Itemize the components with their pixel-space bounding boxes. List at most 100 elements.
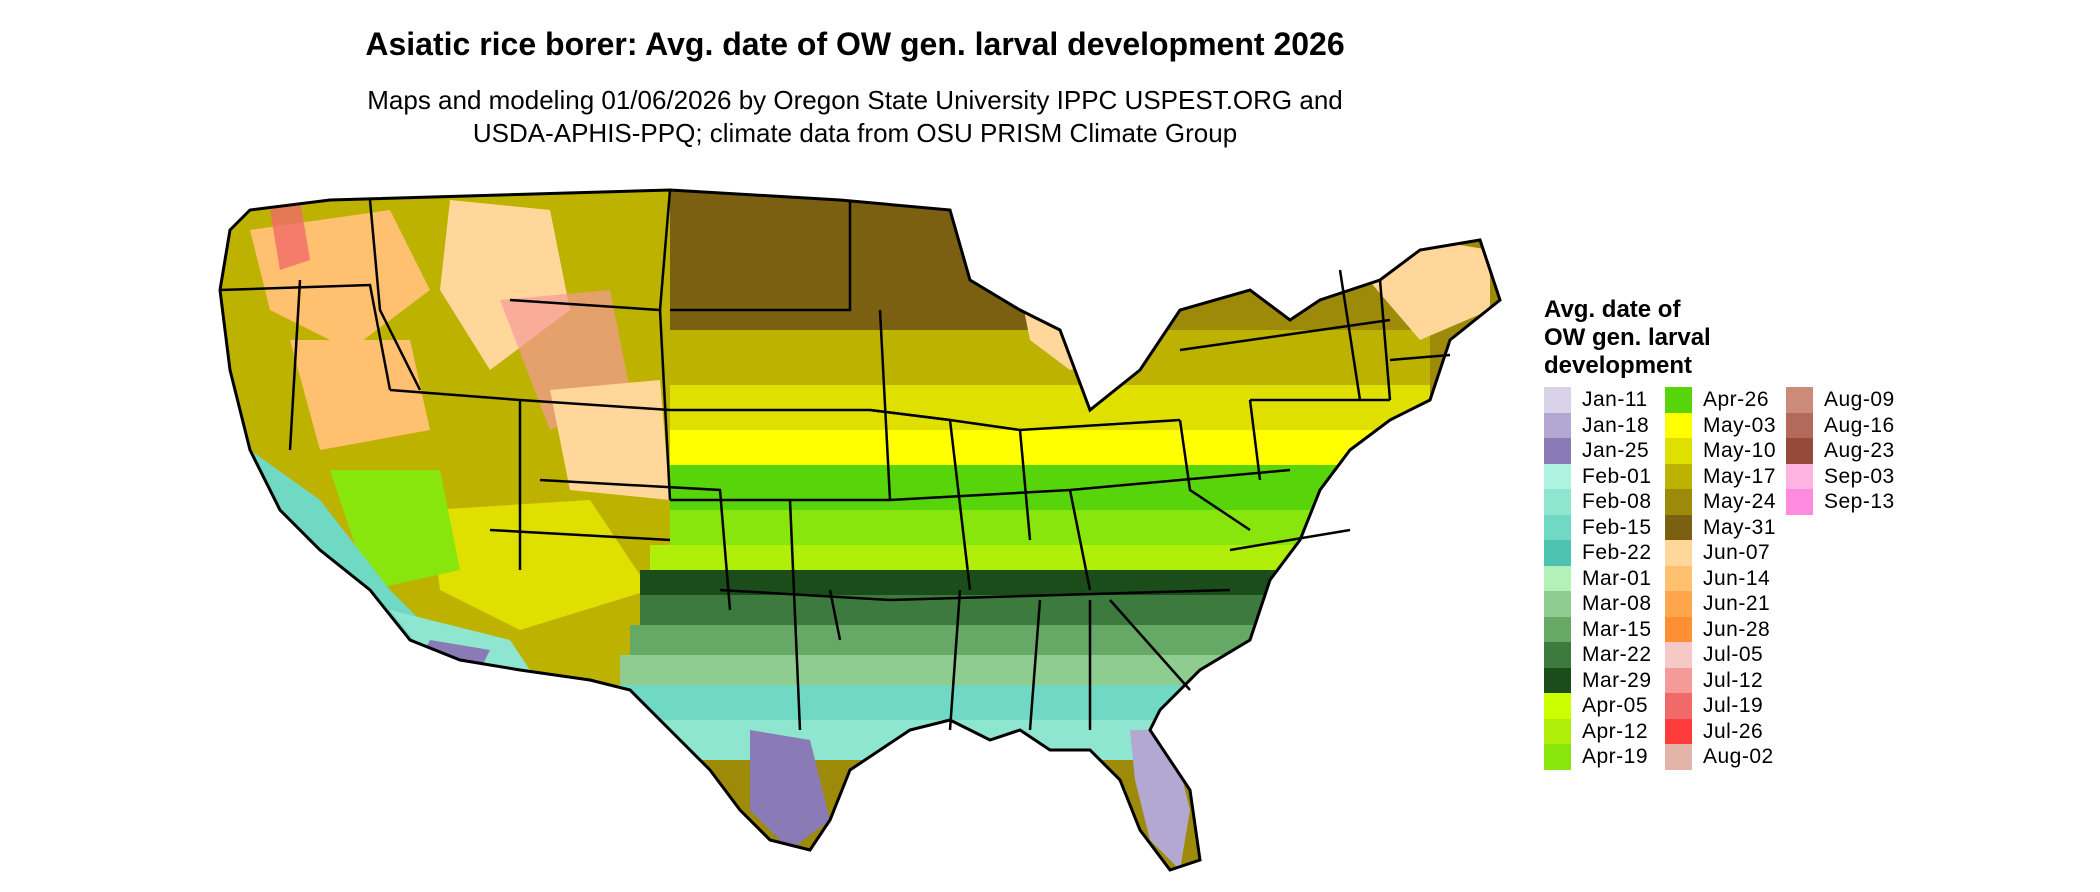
legend-label: Jun-21 [1703,592,1771,615]
legend-item: Feb-22 [1544,540,1652,566]
legend-swatch [1544,667,1571,694]
legend-swatch [1786,387,1813,413]
legend-swatch [1665,463,1692,490]
legend-item: May-03 [1665,412,1777,439]
legend-label: Aug-23 [1824,439,1895,462]
legend-swatch [1544,565,1571,592]
legend-title: Avg. date of OW gen. larval development [1544,296,1711,380]
legend-swatch [1544,438,1571,464]
legend-item: Aug-09 [1786,387,1895,413]
legend-item: Jul-19 [1665,693,1763,719]
legend-label: Mar-15 [1582,617,1652,641]
legend-swatch [1544,642,1571,668]
legend-title-line-3: development [1544,352,1693,379]
legend-item: May-24 [1665,489,1776,515]
legend-item: May-10 [1665,438,1776,464]
legend-label: May-31 [1703,515,1777,539]
legend-label: Feb-22 [1582,541,1652,564]
legend-label: Mar-22 [1582,643,1652,666]
legend-item: Mar-29 [1544,667,1652,694]
legend-label: Feb-01 [1582,464,1652,488]
legend-item: Jul-26 [1665,718,1764,745]
legend-item: Feb-01 [1544,463,1652,490]
legend-item: Jul-12 [1665,667,1764,694]
legend-title-line-1: Avg. date of [1544,296,1681,323]
legend-swatch [1786,489,1813,515]
legend-label: Jun-28 [1703,617,1771,641]
legend-label: Mar-08 [1582,592,1652,615]
legend-label: Apr-19 [1582,745,1649,768]
legend-label: Jul-26 [1703,719,1764,743]
legend-item: Apr-19 [1544,744,1648,770]
legend-item: Apr-05 [1544,693,1648,719]
legend-swatch [1544,693,1571,719]
legend-swatch [1544,718,1571,745]
legend-item: Apr-26 [1665,387,1769,413]
legend-item: Jun-21 [1665,591,1770,617]
legend-swatch [1665,387,1692,413]
legend-swatch [1665,412,1692,439]
legend-label: May-10 [1703,439,1777,462]
legend-label: Sep-13 [1824,490,1895,513]
legend-swatch [1665,438,1692,464]
legend-label: Jul-12 [1703,668,1764,692]
legend-swatch [1544,616,1571,643]
legend-swatch [1665,642,1692,668]
legend-label: Mar-29 [1582,668,1652,692]
legend-label: Aug-02 [1703,745,1774,768]
legend-label: Feb-08 [1582,490,1652,513]
legend-label: Sep-03 [1824,464,1895,488]
legend-item: May-31 [1665,514,1777,541]
legend-swatch [1665,693,1692,719]
legend-swatch [1665,489,1692,515]
legend-swatch [1786,463,1813,490]
legend-item: Jul-05 [1665,642,1763,668]
legend-item: Mar-22 [1544,642,1652,668]
legend-item: Apr-12 [1544,718,1648,745]
map-title: Asiatic rice borer: Avg. date of OW gen.… [365,26,1345,62]
legend-swatch [1544,591,1571,617]
subtitle-line-1: Maps and modeling 01/06/2026 by Oregon S… [367,85,1343,115]
subtitle-line-2: USDA-APHIS-PPQ; climate data from OSU PR… [472,118,1238,148]
legend-label: Jul-05 [1703,643,1764,666]
legend-swatch [1665,718,1692,745]
legend-label: Jun-07 [1703,541,1771,564]
legend-label: Apr-26 [1703,388,1770,411]
legend-label: Apr-05 [1582,694,1649,717]
legend-label: Jul-19 [1703,694,1764,717]
us-degree-day-map [218,188,1502,872]
legend-label: Jun-14 [1703,566,1771,590]
legend-item: Mar-08 [1544,591,1652,617]
legend-swatch [1665,565,1692,592]
map-subtitle: Maps and modeling 01/06/2026 by Oregon S… [0,84,1710,150]
legend-swatch [1544,540,1571,566]
legend-item: Feb-08 [1544,489,1652,515]
legend-label: Aug-09 [1824,388,1895,411]
legend-label: Aug-16 [1824,413,1895,437]
legend-swatch [1665,514,1692,541]
legend-item: Aug-02 [1665,744,1774,770]
legend-swatch [1665,540,1692,566]
legend-item: Jan-18 [1544,412,1650,439]
legend-item: Jan-25 [1544,438,1649,464]
legend-item: Jun-28 [1665,616,1771,643]
legend-item: May-17 [1665,463,1776,490]
legend-label: May-03 [1703,413,1777,437]
legend-label: Jan-18 [1582,413,1650,437]
legend-swatch [1544,514,1571,541]
legend-swatch [1786,438,1813,464]
legend-swatch [1665,616,1692,643]
legend-swatch [1544,463,1571,490]
legend-label: May-24 [1703,490,1777,513]
legend-item: Sep-03 [1786,463,1895,490]
legend-label: Mar-01 [1582,566,1652,590]
legend-item: Feb-15 [1544,514,1652,541]
legend-label: Jan-25 [1582,439,1650,462]
legend-title-line-2: OW gen. larval [1544,324,1711,351]
legend-item: Sep-13 [1786,489,1895,515]
legend-item: Jun-14 [1665,565,1771,592]
legend-swatch [1665,667,1692,694]
legend-item: Jan-11 [1544,387,1648,413]
legend-swatch [1665,744,1692,770]
legend-label: Jan-11 [1582,388,1648,411]
